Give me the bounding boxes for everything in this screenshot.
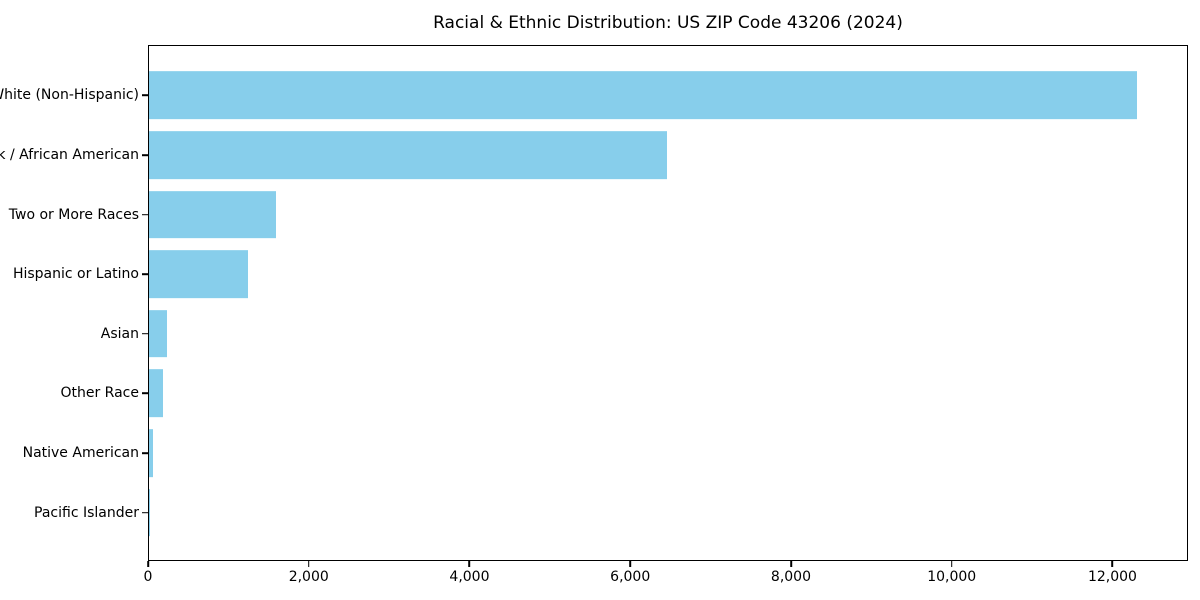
- x-tick-label: 0: [143, 569, 153, 585]
- bar: [149, 309, 168, 358]
- x-tick-mark: [790, 561, 792, 567]
- x-tick-mark: [147, 561, 149, 567]
- x-tick-mark: [468, 561, 471, 567]
- bar-row: White (Non-Hispanic): [0, 66, 1187, 126]
- y-tick-mark: [141, 452, 149, 454]
- x-tick-mark: [1111, 561, 1114, 567]
- bar: [149, 369, 164, 418]
- bar-row: Native American: [23, 423, 1187, 483]
- x-tick-label: 6,000: [610, 569, 651, 585]
- x-axis: 0 2,000 4,000 6,000 8,000 10,000 12,000: [144, 561, 1188, 591]
- x-tick-mark: [950, 561, 953, 567]
- y-tick-mark: [141, 213, 149, 216]
- x-tick-label: 8,000: [770, 569, 811, 585]
- bar: [149, 488, 150, 537]
- y-tick-mark: [141, 392, 149, 395]
- bar: [149, 71, 1138, 120]
- bar-row: Pacific Islander: [34, 483, 1187, 543]
- y-tick-mark: [141, 332, 149, 335]
- bar: [149, 190, 276, 239]
- x-tick-label: 2,000: [288, 569, 329, 585]
- y-tick-label: Native American: [22, 444, 139, 461]
- y-tick-mark: [141, 94, 149, 97]
- y-tick-label: White (Non-Hispanic): [0, 87, 139, 104]
- bar: [149, 250, 248, 299]
- bar: [149, 429, 153, 477]
- bar-row: Other Race: [60, 364, 1187, 424]
- bars-container: White (Non-Hispanic) Black / African Amer…: [0, 66, 1187, 543]
- plot-area: White (Non-Hispanic) Black / African Amer…: [0, 45, 1188, 561]
- y-tick-label: Asian: [100, 325, 139, 342]
- y-tick-label: Other Race: [60, 385, 139, 402]
- bar: [149, 131, 668, 179]
- y-tick-label: Hispanic or Latino: [12, 266, 139, 283]
- x-tick-label: 4,000: [449, 569, 490, 585]
- y-tick-mark: [141, 154, 149, 156]
- x-tick-mark: [307, 561, 310, 567]
- chart-title: Racial & Ethnic Distribution: US ZIP Cod…: [433, 13, 903, 33]
- bar-row: Asian: [101, 304, 1187, 364]
- bar-row: Hispanic or Latino: [13, 244, 1187, 304]
- y-tick-label: Black / African American: [0, 146, 139, 163]
- bar-row: Two or More Races: [9, 185, 1187, 245]
- x-tick-label: 10,000: [927, 569, 977, 585]
- x-tick-label: 12,000: [1087, 569, 1137, 585]
- bar-row: Black / African American: [0, 125, 1187, 185]
- y-tick-mark: [141, 273, 149, 275]
- y-tick-label: Pacific Islander: [34, 504, 139, 521]
- y-tick-label: Two or More Races: [8, 206, 139, 223]
- x-tick-mark: [629, 561, 632, 567]
- y-tick-mark: [141, 511, 149, 514]
